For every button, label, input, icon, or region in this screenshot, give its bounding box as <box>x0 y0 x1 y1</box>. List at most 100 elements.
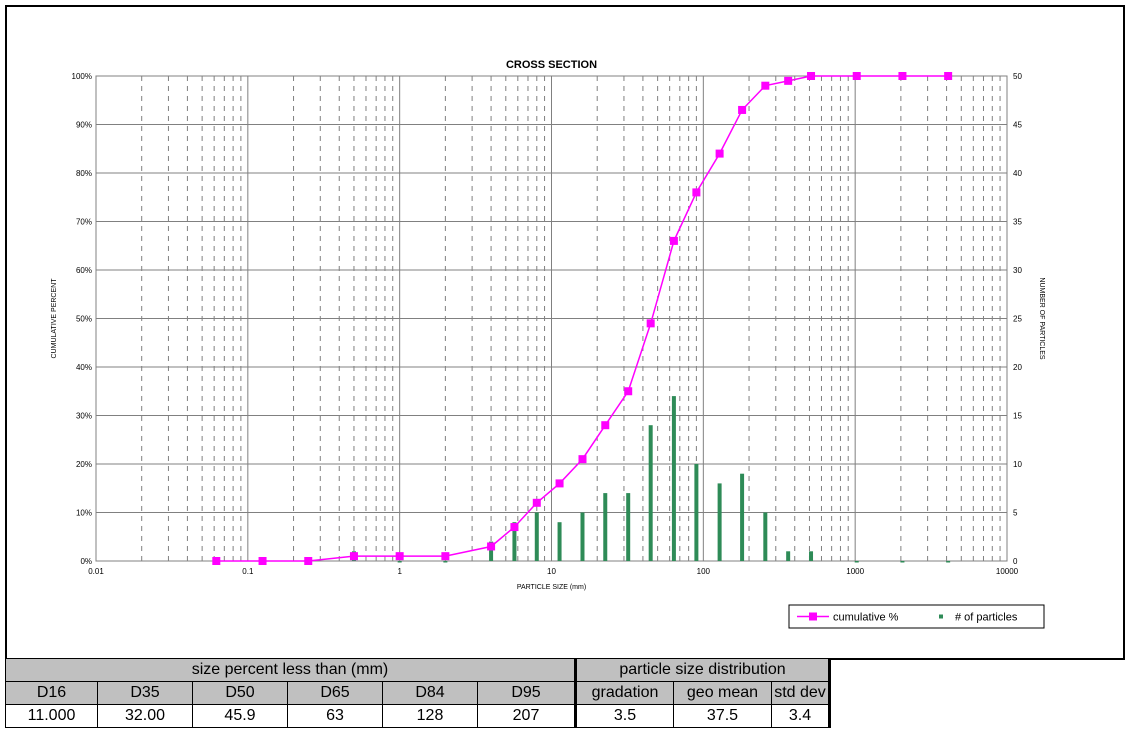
particle-bar <box>397 561 402 563</box>
x-tick-label: 100 <box>697 567 711 576</box>
val-d65: 63 <box>287 704 383 728</box>
y-right-tick-label: 20 <box>1013 363 1022 372</box>
cumulative-marker <box>852 72 861 80</box>
x-tick-label: 10 <box>547 567 556 576</box>
cumulative-marker <box>692 188 701 197</box>
cumulative-marker <box>487 542 496 551</box>
y-right-axis-label: NUMBER OF PARTICLES <box>1038 277 1045 360</box>
y-left-tick-label: 50% <box>76 315 92 324</box>
val-d84: 128 <box>382 704 478 728</box>
y-left-tick-label: 70% <box>76 218 92 227</box>
val-d16: 11.000 <box>5 704 98 728</box>
particle-bar <box>694 464 699 561</box>
particle-bar <box>740 473 745 561</box>
legend-line-marker <box>809 612 817 621</box>
x-tick-label: 0.01 <box>88 567 104 576</box>
cumulative-marker <box>624 387 633 396</box>
y-left-tick-label: 10% <box>76 509 92 518</box>
cumulative-marker <box>807 72 816 80</box>
chart-area: CROSS SECTION 0% 10% 20% 30% 40% 50% 60% 70% 80% 9… <box>51 59 1045 629</box>
y-right-tick-label: 10 <box>1013 460 1022 469</box>
legend-label-particles: # of particles <box>955 612 1018 624</box>
y-right-tick-label: 25 <box>1013 315 1022 324</box>
y-left-tick-label: 60% <box>76 266 92 275</box>
y-right-tick-label: 50 <box>1013 72 1022 81</box>
particle-bar <box>786 551 791 561</box>
col-d16: D16 <box>5 681 98 705</box>
particle-bar <box>603 493 608 561</box>
size-percent-header: size percent less than (mm) <box>5 658 576 682</box>
plot-border <box>95 75 1008 562</box>
y-right-tick-label: 15 <box>1013 412 1022 421</box>
y-left-tick-label: 0% <box>80 557 92 566</box>
y-left-tick-label: 90% <box>76 121 92 130</box>
cumulative-marker <box>395 552 404 561</box>
y-right-tick-label: 5 <box>1013 509 1018 518</box>
cumulative-marker <box>510 523 519 532</box>
x-axis-label: PARTICLE SIZE (mm) <box>517 584 586 591</box>
cumulative-marker <box>738 105 747 114</box>
particle-bar <box>489 541 494 561</box>
col-d50: D50 <box>192 681 288 705</box>
y-left-tick-label: 40% <box>76 363 92 372</box>
y-right-tick-label: 0 <box>1013 557 1018 566</box>
particle-bar <box>512 522 517 561</box>
y-left-tick-label: 100% <box>72 72 92 81</box>
y-right-tick-label: 30 <box>1013 266 1022 275</box>
distribution-header: particle size distribution <box>574 658 831 682</box>
y-left-tick-label: 80% <box>76 169 92 178</box>
legend-bar-swatch <box>939 614 943 619</box>
cumulative-marker <box>669 236 678 245</box>
x-tick-label: 1 <box>397 567 402 576</box>
col-gradation: gradation <box>574 681 674 705</box>
val-d95: 207 <box>477 704 576 728</box>
cumulative-marker <box>784 76 793 85</box>
table-header-row: size percent less than (mm) particle siz… <box>5 658 831 682</box>
val-geo-mean: 37.5 <box>673 704 772 728</box>
cumulative-marker <box>761 81 770 90</box>
x-tick-label: 0.1 <box>242 567 254 576</box>
cumulative-marker <box>304 557 313 565</box>
cumulative-marker <box>441 552 450 561</box>
val-std-dev: 3.4 <box>771 704 831 728</box>
val-gradation: 3.5 <box>574 704 674 728</box>
y-right-tick-label: 35 <box>1013 218 1022 227</box>
cumulative-marker <box>715 149 724 158</box>
cumulative-marker <box>258 557 267 565</box>
particle-bar <box>443 561 448 563</box>
x-tick-label: 10000 <box>996 567 1019 576</box>
cumulative-marker <box>646 319 655 328</box>
particle-bar <box>557 522 562 561</box>
particle-bar <box>900 561 905 563</box>
col-d95: D95 <box>477 681 576 705</box>
col-d84: D84 <box>382 681 478 705</box>
particle-bar <box>809 551 814 561</box>
particle-bar <box>717 483 722 561</box>
particle-bar <box>854 561 859 563</box>
particle-bar <box>763 512 768 561</box>
y-right-tick-label: 45 <box>1013 121 1022 130</box>
cumulative-marker <box>555 479 564 488</box>
legend-label-cumulative: cumulative % <box>833 612 899 624</box>
chart-frame: CROSS SECTION 0% 10% 20% 30% 40% 50% 60% 70% 80% 9… <box>5 5 1125 660</box>
particle-bar <box>580 512 585 561</box>
table-column-row: D16 D35 D50 D65 D84 D95 gradation geo me… <box>5 681 831 705</box>
x-tick-label: 1000 <box>846 567 864 576</box>
legend-box <box>788 604 1045 629</box>
particle-bar <box>626 493 631 561</box>
cumulative-marker <box>349 552 358 561</box>
particle-bar <box>648 425 653 561</box>
table-value-row: 11.000 32.00 45.9 63 128 207 3.5 37.5 3.… <box>5 704 831 728</box>
cumulative-marker <box>898 72 907 80</box>
y-left-tick-label: 30% <box>76 412 92 421</box>
y-right-tick-label: 40 <box>1013 169 1022 178</box>
y-left-tick-label: 20% <box>76 460 92 469</box>
cumulative-marker <box>532 498 541 507</box>
col-d65: D65 <box>287 681 383 705</box>
col-std-dev: std dev <box>771 681 831 705</box>
chart-title: CROSS SECTION <box>506 59 597 71</box>
col-d35: D35 <box>97 681 193 705</box>
val-d50: 45.9 <box>192 704 288 728</box>
particle-bar <box>671 396 676 561</box>
cumulative-marker <box>601 421 610 430</box>
